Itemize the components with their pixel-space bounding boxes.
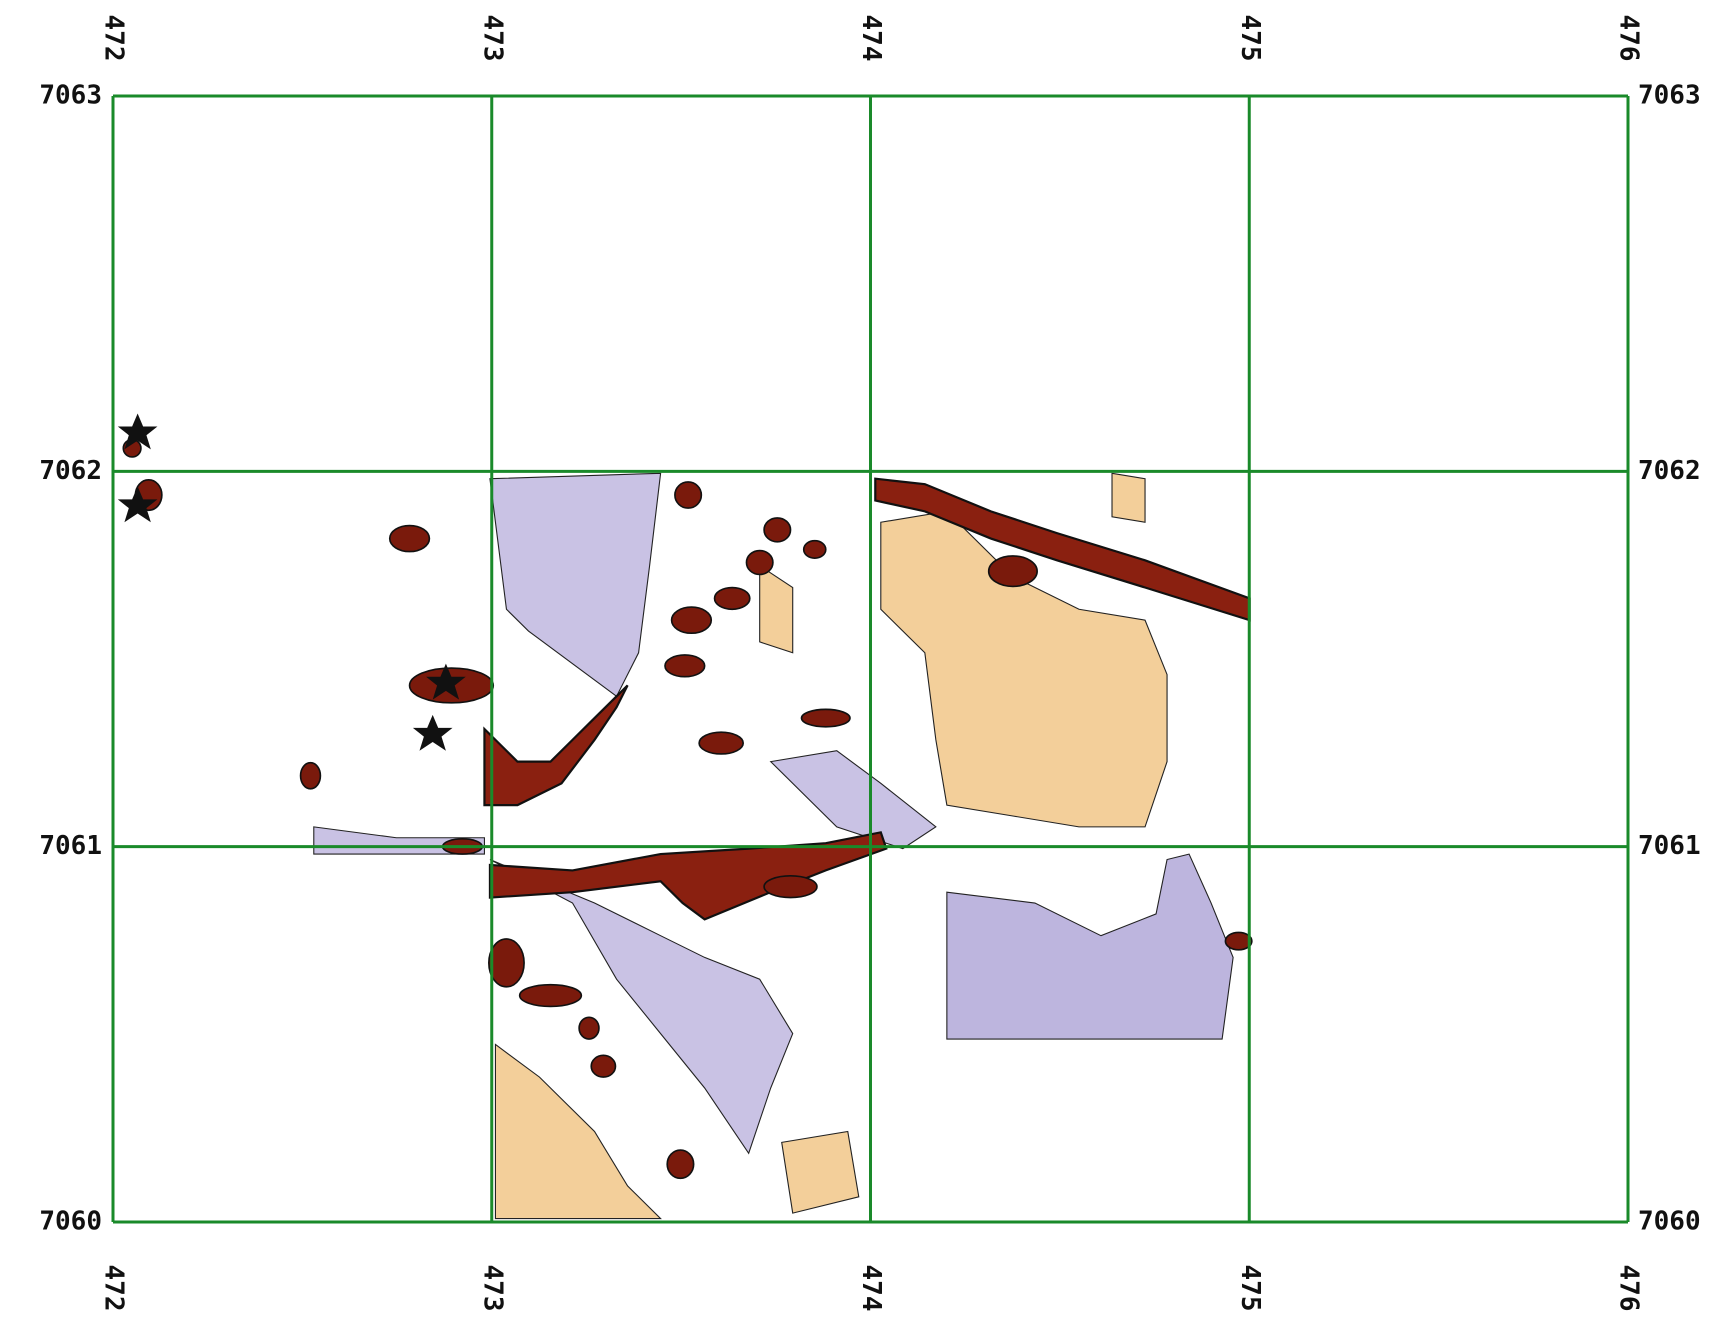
x-tick-label: 475 — [1235, 15, 1265, 62]
x-tick-label: 473 — [477, 15, 507, 62]
occurrence-markers — [117, 413, 466, 751]
x-tick-label: 475 — [1235, 1265, 1265, 1312]
y-tick-label: 7061 — [1638, 831, 1701, 861]
x-tick-label: 474 — [856, 15, 886, 62]
x-tick-label: 474 — [856, 1265, 886, 1312]
x-tick-label: 476 — [1614, 15, 1644, 62]
x-tick-label: 472 — [99, 1265, 129, 1312]
y-tick-label: 7060 — [39, 1207, 102, 1237]
y-tick-label: 7060 — [1638, 1207, 1701, 1237]
y-tick-label: 7063 — [1638, 81, 1701, 111]
x-tick-label: 476 — [1614, 1265, 1644, 1312]
x-tick-label: 473 — [477, 1265, 507, 1312]
x-tick-label: 472 — [99, 15, 129, 62]
y-tick-label: 7063 — [39, 81, 102, 111]
grid: 472 472 473 473 474 474 475 475 476 476 7060 7060 70… — [39, 15, 1700, 1312]
y-tick-label: 7061 — [39, 831, 102, 861]
anomaly-contours — [117, 413, 1253, 1220]
y-tick-label: 7062 — [1638, 456, 1701, 486]
y-tick-label: 7062 — [39, 456, 102, 486]
